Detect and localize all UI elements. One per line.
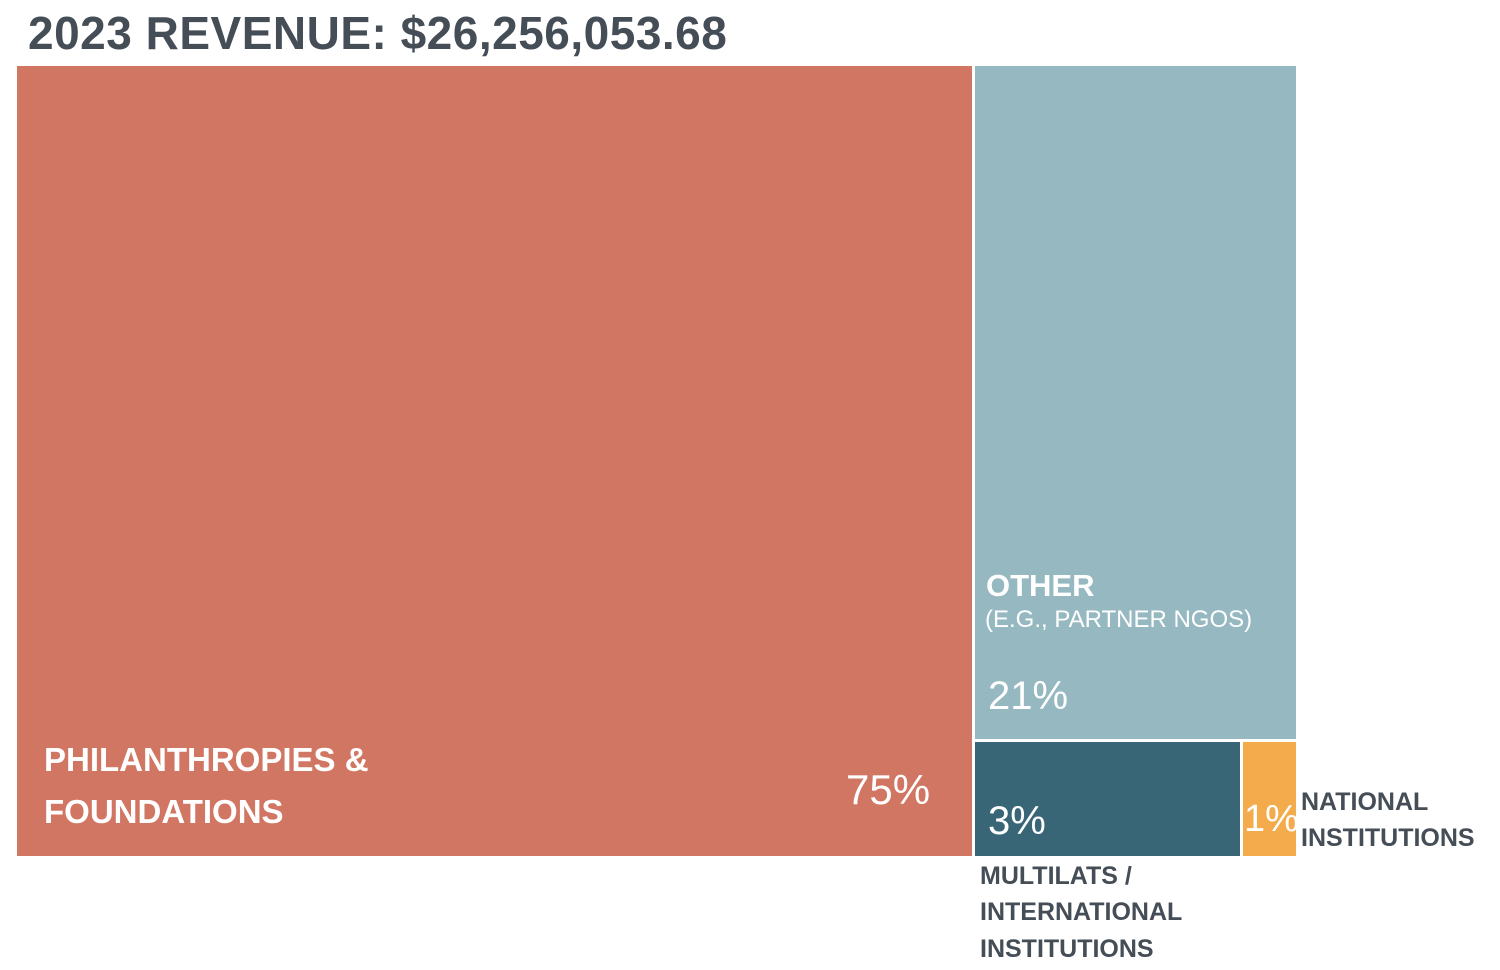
label-philanthropies-line-2: FOUNDATIONS <box>44 793 284 830</box>
label-national-line-1: NATIONAL <box>1301 788 1429 816</box>
label-national-institutions: NATIONAL INSTITUTIONS <box>1301 784 1475 857</box>
pct-other: 21% <box>988 674 1069 718</box>
chart-title: 2023 REVENUE: $26,256,053.68 <box>28 7 728 59</box>
label-multilats-line-3: INSTITUTIONS <box>980 934 1154 963</box>
label-multilats: MULTILATS / INTERNATIONAL INSTITUTIONS <box>980 858 1182 967</box>
label-other-subtitle: (E.G., PARTNER NGOS) <box>985 606 1253 633</box>
pct-philanthropies-foundations: 75% <box>846 766 931 813</box>
label-multilats-line-1: MULTILATS / <box>980 862 1132 890</box>
pct-national-institutions: 1% <box>1244 798 1299 840</box>
tile-national-institutions <box>1243 742 1296 856</box>
tile-other <box>975 66 1296 739</box>
label-philanthropies-foundations: PHILANTHROPIES & FOUNDATIONS <box>44 734 369 838</box>
pct-multilats: 3% <box>988 799 1046 843</box>
label-other: OTHER <box>986 568 1095 603</box>
label-multilats-line-2: INTERNATIONAL <box>980 898 1183 927</box>
tile-philanthropies-foundations <box>17 66 972 856</box>
label-philanthropies-line-1: PHILANTHROPIES & <box>44 741 369 778</box>
label-national-line-2: INSTITUTIONS <box>1301 824 1475 853</box>
tile-multilats <box>975 742 1240 856</box>
